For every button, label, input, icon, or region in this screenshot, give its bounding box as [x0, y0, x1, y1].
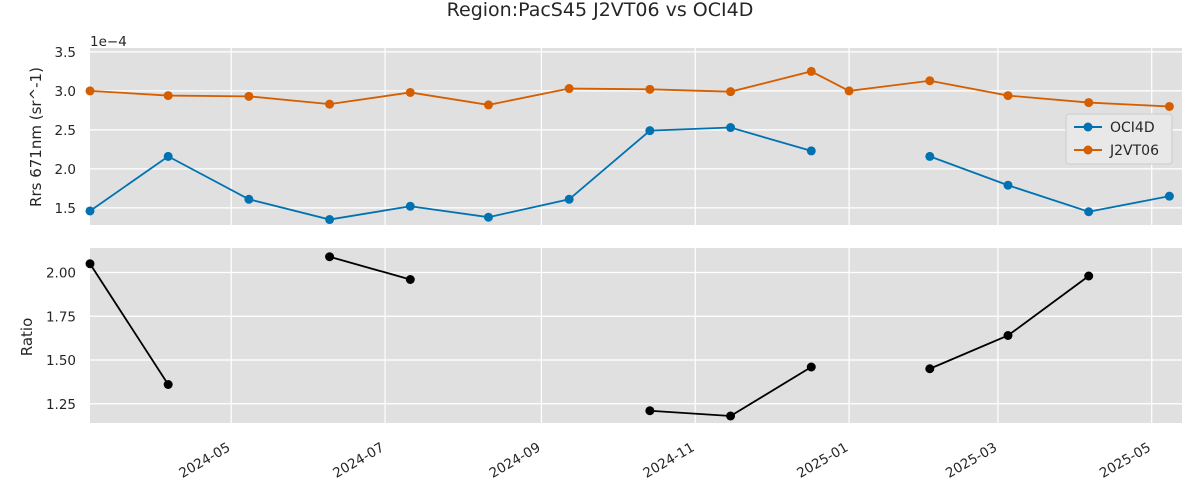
j2vt06-point-2025-04-06 [1084, 98, 1094, 108]
top-y-tick-3.0: 3.0 [55, 84, 76, 100]
bottom-series-0-point-2025-02-02 [925, 364, 935, 374]
oci4d-point-2025-05-08 [1164, 191, 1174, 201]
legend-marker-oci4d [1083, 122, 1093, 132]
top-plot-area [90, 48, 1182, 225]
bottom-series [85, 252, 1094, 421]
top-y-tick-labels: 1.5 2.0 2.5 3.0 3.5 [55, 45, 76, 217]
chart-title: Region:PacS45 J2VT06 vs OCI4D [447, 0, 754, 21]
x-tick-2025-01: 2025-01 [794, 440, 851, 482]
oci4d-point-2024-07-11 [405, 201, 415, 211]
j2vt06-point-2025-02-02 [925, 76, 935, 86]
legend-label-oci4d: OCI4D [1110, 120, 1155, 136]
bottom-y-tick-1.75: 1.75 [46, 309, 76, 325]
oci4d-line-1 [929, 155, 1170, 213]
j2vt06-point-2024-05-08 [244, 91, 254, 101]
oci4d-point-2024-03-06 [85, 206, 95, 216]
oci4d-point-2024-04-06 [163, 151, 173, 161]
bottom-panel: 1.25 1.50 1.75 2.00 Ratio [18, 248, 1182, 423]
oci4d-point-2024-12-17 [806, 146, 816, 156]
top-y-tick-1.5: 1.5 [55, 201, 76, 217]
bottom-series-0-line-0 [89, 263, 169, 385]
bottom-y-tick-1.25: 1.25 [46, 397, 76, 413]
j2vt06-point-2024-06-09 [325, 99, 335, 109]
j2vt06-point-2024-09-12 [564, 84, 574, 94]
j2vt06-point-2024-03-06 [85, 86, 95, 96]
j2vt06-point-2024-11-15 [726, 87, 736, 97]
bottom-series-0-point-2024-06-09 [325, 252, 335, 262]
bottom-y-tick-2.00: 2.00 [46, 266, 76, 282]
bottom-y-axis-label: Ratio [18, 318, 36, 357]
legend: OCI4D J2VT06 [1065, 113, 1173, 165]
bottom-series-0-point-2024-04-06 [163, 380, 173, 389]
x-tick-2025-03: 2025-03 [943, 440, 1000, 482]
oci4d-point-2024-09-12 [564, 194, 574, 204]
j2vt06-point-2025-03-05 [1003, 91, 1013, 101]
j2vt06-point-2025-01-01 [844, 86, 854, 96]
oci4d-line-0 [89, 126, 812, 221]
oci4d-point-2025-02-02 [925, 151, 935, 161]
x-tick-2024-11: 2024-11 [640, 440, 697, 482]
bottom-gridlines [90, 248, 1182, 423]
j2vt06-point-2024-12-17 [806, 66, 816, 76]
top-y-tick-3.5: 3.5 [55, 45, 76, 61]
j2vt06-point-2024-07-11 [405, 87, 415, 97]
oci4d-point-2024-06-09 [325, 215, 335, 225]
legend-label-j2vt06: J2VT06 [1109, 143, 1159, 159]
bottom-y-tick-labels: 1.25 1.50 1.75 2.00 [46, 266, 76, 413]
bottom-series-0-point-2024-11-15 [726, 411, 736, 421]
x-tick-2024-07: 2024-07 [330, 440, 387, 482]
legend-marker-j2vt06 [1083, 145, 1093, 155]
x-tick-2025-05: 2025-05 [1097, 440, 1154, 482]
oci4d-point-2024-11-15 [726, 123, 736, 133]
bottom-series-0-point-2025-04-06 [1084, 271, 1094, 281]
bottom-series-0-point-2024-03-06 [85, 259, 95, 269]
x-tick-2024-09: 2024-09 [487, 440, 544, 482]
oci4d-point-2025-03-05 [1003, 180, 1013, 190]
bottom-series-0-point-2024-10-14 [645, 406, 655, 416]
oci4d-point-2024-08-11 [483, 212, 493, 222]
bottom-plot-area [90, 248, 1182, 423]
top-y-axis-label: Rrs 671nm (sr^-1) [27, 67, 45, 207]
top-gridlines [90, 48, 1182, 225]
j2vt06-point-2025-05-08 [1164, 101, 1174, 111]
oci4d-point-2024-05-08 [244, 194, 254, 204]
top-y-scale-label: 1e−4 [90, 34, 127, 50]
j2vt06-point-2024-10-14 [645, 84, 655, 94]
x-tick-labels: 2024-05 2024-07 2024-09 2024-11 2025-01 2025-… [176, 440, 1153, 482]
top-y-tick-2.5: 2.5 [55, 123, 76, 139]
x-tick-2024-05: 2024-05 [176, 440, 233, 482]
bottom-series-0-point-2024-07-11 [405, 275, 415, 284]
j2vt06-point-2024-04-06 [163, 91, 173, 101]
top-series [85, 66, 1174, 225]
bottom-series-0-line-1 [329, 255, 411, 281]
bottom-series-0-point-2024-12-17 [806, 362, 816, 372]
oci4d-point-2024-10-14 [645, 126, 655, 136]
bottom-series-0-point-2025-03-05 [1003, 331, 1013, 340]
bottom-y-tick-1.50: 1.50 [46, 353, 76, 369]
j2vt06-point-2024-08-11 [483, 100, 493, 110]
oci4d-point-2025-04-06 [1084, 207, 1094, 217]
top-panel: 1.5 2.0 2.5 3.0 3.5 1e−4 Rrs 671nm (sr^-1) O… [27, 34, 1182, 225]
top-y-tick-2.0: 2.0 [55, 162, 76, 178]
